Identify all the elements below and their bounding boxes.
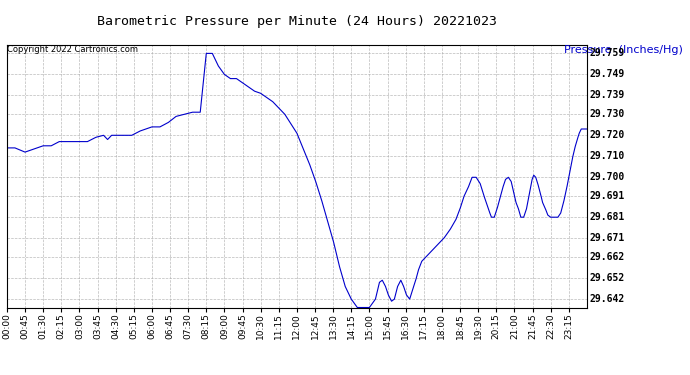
Text: 29.749: 29.749: [590, 69, 625, 80]
Text: 29.700: 29.700: [590, 172, 625, 182]
Text: Barometric Pressure per Minute (24 Hours) 20221023: Barometric Pressure per Minute (24 Hours…: [97, 15, 497, 28]
Text: 29.662: 29.662: [590, 252, 625, 262]
Text: Copyright 2022 Cartronics.com: Copyright 2022 Cartronics.com: [7, 45, 138, 54]
Text: 29.652: 29.652: [590, 273, 625, 283]
Text: 29.730: 29.730: [590, 109, 625, 119]
Text: 29.720: 29.720: [590, 130, 625, 140]
Text: 29.691: 29.691: [590, 191, 625, 201]
Text: 29.710: 29.710: [590, 151, 625, 161]
Text: Pressure  (Inches/Hg): Pressure (Inches/Hg): [564, 45, 683, 55]
Text: 29.671: 29.671: [590, 233, 625, 243]
Text: 29.759: 29.759: [590, 48, 625, 58]
Text: 29.681: 29.681: [590, 212, 625, 222]
Text: 29.739: 29.739: [590, 90, 625, 101]
Text: 29.642: 29.642: [590, 294, 625, 304]
